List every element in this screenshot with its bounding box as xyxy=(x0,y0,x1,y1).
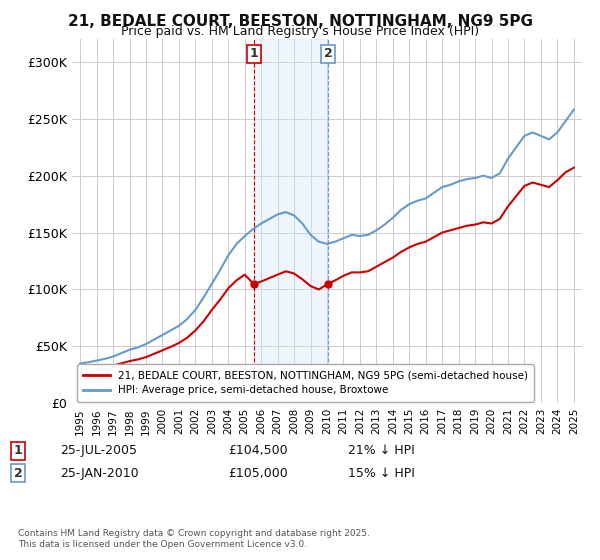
Text: 15% ↓ HPI: 15% ↓ HPI xyxy=(348,466,415,480)
Text: £104,500: £104,500 xyxy=(228,444,287,458)
Text: 1: 1 xyxy=(14,444,22,458)
Text: Contains HM Land Registry data © Crown copyright and database right 2025.
This d: Contains HM Land Registry data © Crown c… xyxy=(18,529,370,549)
Legend: 21, BEDALE COURT, BEESTON, NOTTINGHAM, NG9 5PG (semi-detached house), HPI: Avera: 21, BEDALE COURT, BEESTON, NOTTINGHAM, N… xyxy=(77,364,534,402)
Text: 21% ↓ HPI: 21% ↓ HPI xyxy=(348,444,415,458)
Text: 25-JUL-2005: 25-JUL-2005 xyxy=(60,444,137,458)
Text: 21, BEDALE COURT, BEESTON, NOTTINGHAM, NG9 5PG: 21, BEDALE COURT, BEESTON, NOTTINGHAM, N… xyxy=(67,14,533,29)
Text: 2: 2 xyxy=(14,466,22,480)
Text: 1: 1 xyxy=(250,48,259,60)
Text: Price paid vs. HM Land Registry's House Price Index (HPI): Price paid vs. HM Land Registry's House … xyxy=(121,25,479,38)
Text: 2: 2 xyxy=(324,48,332,60)
Text: £105,000: £105,000 xyxy=(228,466,288,480)
Text: 25-JAN-2010: 25-JAN-2010 xyxy=(60,466,139,480)
Bar xyxy=(254,39,328,403)
